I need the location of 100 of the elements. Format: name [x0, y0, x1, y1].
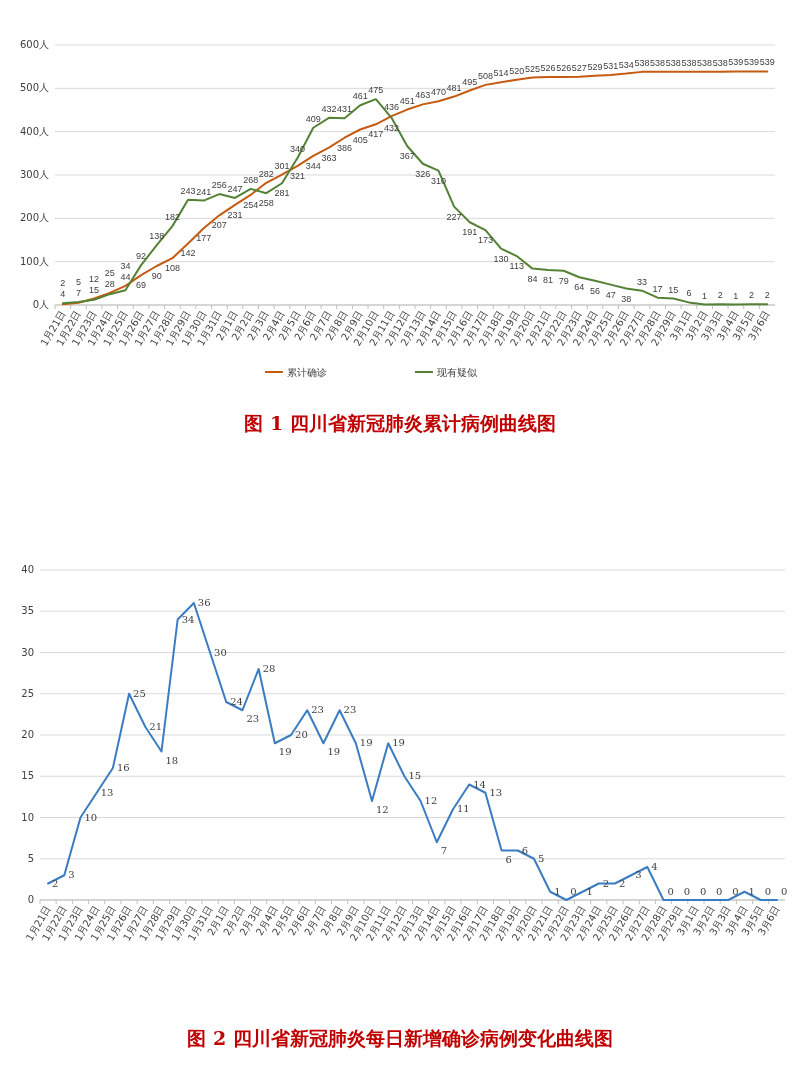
data-label: 417 — [368, 129, 384, 140]
data-label: 138 — [149, 231, 165, 242]
data-label: 84 — [527, 273, 538, 284]
data-label: 281 — [274, 188, 290, 199]
data-label: 409 — [305, 113, 321, 124]
data-label: 17 — [652, 283, 663, 294]
data-label: 30 — [214, 646, 227, 658]
data-label: 142 — [180, 248, 196, 259]
data-label: 0 — [667, 886, 674, 897]
data-label: 520 — [509, 65, 525, 76]
data-label: 20 — [295, 729, 308, 740]
data-label: 15 — [668, 284, 679, 295]
data-label: 463 — [415, 90, 431, 101]
data-label: 28 — [262, 663, 276, 674]
y-tick-label: 40 — [21, 564, 34, 575]
y-tick-label: 200人 — [19, 212, 49, 224]
data-label: 6 — [686, 288, 692, 299]
data-label: 191 — [462, 227, 478, 238]
data-label: 173 — [477, 235, 493, 246]
y-tick-label: 600人 — [19, 39, 49, 50]
data-label: 108 — [164, 263, 180, 274]
data-label: 12 — [424, 795, 438, 806]
data-label: 207 — [211, 220, 227, 231]
data-label: 25 — [133, 687, 146, 699]
data-label: 256 — [211, 180, 227, 191]
data-label: 4 — [60, 289, 66, 300]
data-label: 7 — [75, 287, 81, 298]
y-tick-label: 400人 — [19, 125, 49, 137]
data-label: 321 — [290, 170, 306, 181]
data-label: 470 — [430, 87, 446, 98]
data-label: 34 — [120, 260, 131, 271]
data-label: 432 — [321, 103, 337, 114]
y-tick-label: 35 — [21, 605, 34, 617]
data-label: 18 — [165, 754, 179, 766]
data-label: 33 — [636, 276, 647, 287]
data-label: 38 — [621, 293, 632, 304]
data-label: 1 — [733, 290, 739, 301]
data-label: 326 — [415, 168, 431, 179]
y-tick-label: 10 — [21, 811, 34, 823]
data-label: 301 — [274, 160, 290, 171]
data-label: 47 — [605, 289, 616, 300]
data-label: 19 — [278, 746, 292, 758]
data-label: 2 — [749, 290, 755, 301]
data-label: 243 — [180, 185, 196, 196]
data-label: 24 — [230, 696, 243, 707]
data-label: 538 — [697, 57, 713, 68]
data-label: 405 — [352, 134, 368, 145]
data-label: 11 — [456, 803, 470, 815]
data-label: 81 — [543, 274, 554, 285]
data-label: 1 — [702, 290, 708, 301]
data-label: 44 — [120, 271, 131, 282]
data-label: 282 — [258, 168, 274, 179]
data-label: 79 — [558, 275, 569, 286]
data-label: 12 — [376, 804, 389, 815]
data-label: 16 — [116, 762, 130, 773]
data-label: 258 — [258, 198, 274, 209]
data-label: 538 — [665, 57, 681, 68]
y-tick-label: 30 — [21, 646, 34, 658]
data-label: 481 — [446, 82, 462, 93]
data-label: 538 — [681, 57, 697, 68]
data-label: 529 — [587, 61, 603, 72]
data-label: 231 — [227, 209, 243, 220]
data-label: 2 — [602, 877, 610, 889]
data-label: 386 — [337, 142, 353, 153]
data-label: 28 — [104, 278, 115, 289]
data-label: 5 — [537, 852, 545, 864]
data-label: 254 — [243, 199, 259, 210]
data-label: 36 — [197, 597, 211, 608]
data-label: 539 — [744, 57, 760, 68]
data-label: 7 — [440, 845, 448, 857]
data-label: 1 — [748, 885, 755, 897]
data-label: 534 — [618, 59, 634, 70]
data-label: 13 — [100, 786, 114, 798]
data-label: 1 — [586, 885, 593, 897]
y-tick-label: 5 — [27, 852, 34, 864]
data-label: 241 — [196, 186, 212, 197]
data-label: 14 — [473, 778, 486, 790]
y-tick-label: 15 — [21, 770, 34, 782]
data-label: 64 — [574, 282, 585, 293]
legend-label: 累计确诊 — [287, 367, 327, 378]
y-tick-label: 0人 — [32, 299, 49, 310]
y-tick-label: 0 — [27, 894, 34, 905]
data-label: 3 — [68, 869, 75, 881]
data-label: 90 — [151, 271, 162, 281]
data-label: 6 — [521, 844, 529, 856]
data-label: 526 — [556, 63, 572, 74]
data-label: 69 — [136, 280, 147, 291]
y-tick-label: 500人 — [19, 82, 49, 94]
data-label: 268 — [243, 174, 259, 185]
data-label: 2 — [60, 278, 66, 289]
data-label: 19 — [327, 746, 341, 758]
data-label: 461 — [352, 91, 368, 102]
data-label: 92 — [136, 251, 147, 262]
data-label: 3 — [635, 869, 642, 881]
data-label: 19 — [392, 737, 405, 749]
data-label: 475 — [368, 85, 384, 96]
data-label: 514 — [493, 68, 509, 79]
data-label: 2 — [764, 290, 770, 301]
data-label: 538 — [634, 57, 650, 68]
data-label: 21 — [149, 720, 163, 732]
